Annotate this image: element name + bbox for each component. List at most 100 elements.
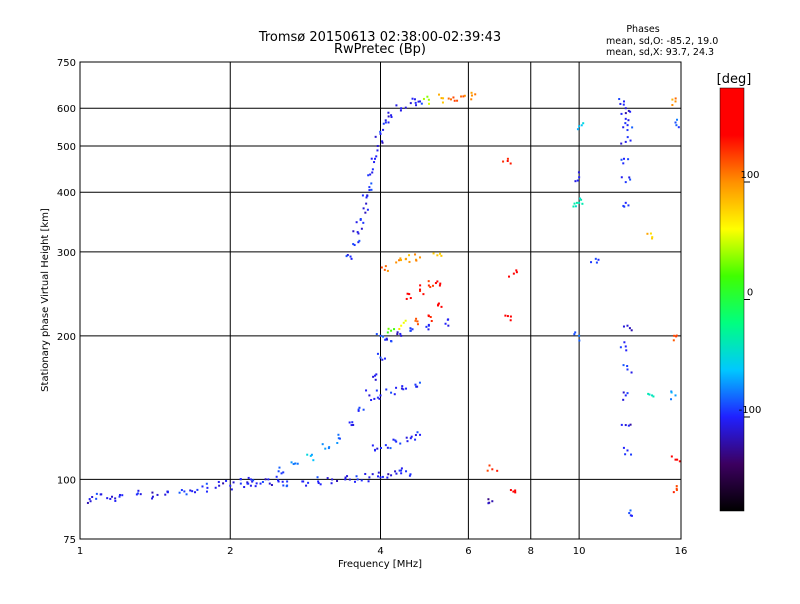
data-point [419,100,422,103]
data-point [413,98,416,101]
data-point [365,389,368,392]
data-point [139,493,142,496]
data-point [427,328,430,331]
x-tick-label: 8 [528,546,534,557]
data-point [330,482,333,485]
data-point [387,121,390,124]
data-point [379,476,382,479]
data-point [255,482,258,485]
data-point [409,437,412,440]
data-point [370,182,373,185]
data-point [627,158,630,161]
data-point [357,232,360,235]
data-point [450,98,453,101]
data-point [626,449,629,452]
data-point [395,440,398,443]
data-point [623,341,626,344]
data-point [381,140,384,143]
data-point [389,447,392,450]
data-point [580,124,583,127]
data-point [373,161,376,164]
data-point [337,437,340,440]
x-tick-label: 10 [573,546,586,557]
data-point [270,483,273,486]
data-point [628,176,631,179]
data-point [581,202,584,205]
data-point [447,97,450,100]
data-point [376,396,379,399]
data-point [597,258,600,261]
data-point [629,110,632,113]
data-point [358,239,361,242]
data-point [506,315,509,318]
data-point [676,118,679,121]
data-point [408,254,411,257]
data-point [166,490,169,493]
data-point [324,447,327,450]
data-point [673,334,676,337]
data-point [352,243,355,246]
data-point [352,423,355,426]
data-point [382,122,385,125]
data-point [419,289,422,292]
x-tick-label: 2 [227,546,233,557]
data-point [404,258,407,261]
data-point [627,424,630,427]
data-point [376,352,379,355]
data-point [319,483,322,486]
data-point [246,481,249,484]
stats-line-o: mean, sd,O: -85.2, 19.0 [606,36,718,47]
data-point [346,254,349,257]
x-axis-label: Frequency [MHz] [338,559,422,570]
data-point [351,421,354,424]
data-point [595,261,598,264]
data-point [383,357,386,360]
data-point [331,478,334,481]
data-point [515,271,518,274]
data-point [470,91,473,94]
data-point [409,327,412,330]
data-point [301,480,304,483]
data-point [622,446,625,449]
data-point [411,97,414,100]
stats-heading: Phases [626,24,659,35]
data-point [356,478,359,481]
data-point [371,473,374,476]
y-tick-label: 500 [57,142,76,153]
data-point [460,95,463,98]
data-point [620,142,623,145]
data-point [384,265,387,268]
data-point [416,323,419,326]
data-point [395,472,398,475]
data-point [651,237,654,240]
data-point [206,486,209,489]
data-point [395,386,398,389]
data-point [504,314,507,317]
colorbar-tick-label: 100 [740,170,759,181]
data-point [399,109,402,112]
data-point [582,122,585,125]
data-point [376,144,379,147]
data-point [416,320,419,323]
data-point [379,334,382,337]
data-point [426,95,429,98]
data-point [387,115,390,118]
data-point [419,433,422,436]
data-point [427,98,430,101]
colorbar-tick-label: -100 [739,405,762,416]
data-point [434,282,437,285]
data-point [151,497,154,500]
data-point [396,331,399,334]
data-point [229,484,232,487]
data-point [447,324,450,327]
data-point [386,446,389,449]
data-point [651,236,654,239]
data-point [462,95,465,98]
y-tick-label: 400 [57,188,76,199]
data-point [646,232,649,235]
data-point [392,438,395,441]
data-point [277,479,280,482]
data-point [381,475,384,478]
data-point [400,469,403,472]
